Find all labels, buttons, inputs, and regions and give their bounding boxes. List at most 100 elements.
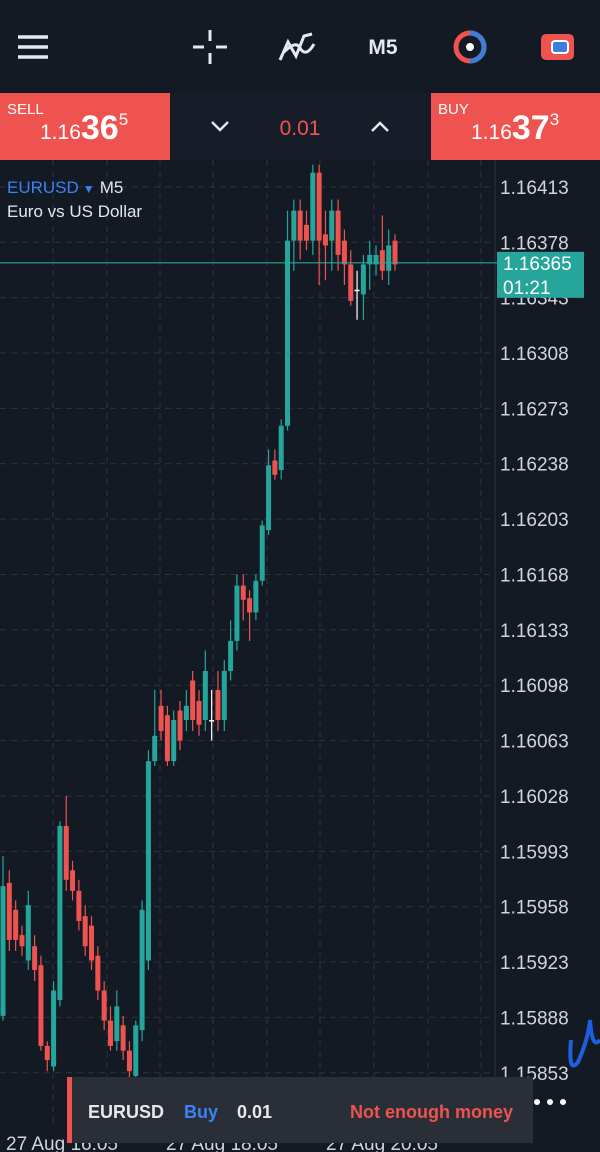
candle-body <box>171 720 177 762</box>
candle-body <box>386 245 392 271</box>
trade-toggle-icon[interactable] <box>541 34 574 60</box>
candle-body <box>266 465 272 531</box>
candle-body <box>367 254 373 265</box>
y-tick-label: 1.15993 <box>500 842 569 863</box>
current-price-box <box>497 251 584 298</box>
indicators-icon[interactable] <box>278 32 316 61</box>
candle-body <box>348 264 354 301</box>
symbol[interactable]: EURUSD <box>7 178 79 197</box>
candle-body <box>316 172 322 241</box>
chart-header: EURUSD ▼ M5 <box>7 178 123 197</box>
countdown-label: 01:21 <box>503 278 551 299</box>
buy-button[interactable] <box>431 93 600 160</box>
candle-body <box>114 1006 120 1042</box>
candle-body <box>297 210 303 241</box>
candle-body <box>240 585 246 600</box>
candle-body <box>126 1050 132 1072</box>
candle-body <box>63 826 69 880</box>
candle-body <box>322 234 328 246</box>
y-tick-label: 1.15888 <box>500 1008 569 1029</box>
toast: EURUSD Buy 0.01 Not enough money <box>67 1077 533 1143</box>
trade-panel: SELL 1.16365 0.01 BUY 1.16373 <box>0 93 600 160</box>
y-tick-label: 1.15958 <box>500 898 569 919</box>
sell-price: 1.16365 <box>40 109 128 147</box>
candle-body <box>120 1025 126 1051</box>
chart-timeframe: M5 <box>100 178 124 197</box>
buy-price-main: 37 <box>512 109 550 147</box>
candle-body <box>51 990 57 1067</box>
candle-body <box>139 909 145 1031</box>
candle-body <box>177 710 183 741</box>
candle-body <box>373 254 379 265</box>
candle-body <box>19 935 25 947</box>
sell-price-main: 36 <box>81 109 119 147</box>
candle-body <box>303 224 309 241</box>
toast-message: Not enough money <box>350 1102 513 1122</box>
candle-body <box>152 735 158 762</box>
candle-body <box>291 210 297 241</box>
candle-body <box>215 689 221 721</box>
candle-body <box>145 761 151 961</box>
candle-body <box>44 1045 50 1061</box>
toast-side: Buy <box>184 1102 218 1122</box>
current-price: 1.16365 01:21 <box>0 251 584 299</box>
candle-body <box>259 525 265 581</box>
crosshair-icon[interactable] <box>193 30 227 64</box>
volume-up[interactable] <box>371 121 389 132</box>
candle-body <box>285 240 291 426</box>
candles <box>0 164 398 1091</box>
candle-body <box>70 870 76 891</box>
symbol-dropdown[interactable]: ▼ <box>83 182 95 196</box>
y-tick-label: 1.16063 <box>500 732 569 753</box>
y-tick-label: 1.16308 <box>500 344 569 365</box>
candle-body <box>82 916 88 947</box>
sell-price-prefix: 1.16 <box>40 121 81 144</box>
menu-icon[interactable] <box>18 35 48 59</box>
candle-body <box>76 890 82 921</box>
candle-body <box>183 705 189 721</box>
candle-body <box>379 250 385 271</box>
more-menu[interactable] <box>534 1099 566 1105</box>
drawing-stroke <box>568 1019 600 1068</box>
buy-price: 1.16373 <box>471 109 559 147</box>
candle-body <box>38 965 44 1046</box>
candle-body <box>335 210 341 255</box>
candle-body <box>329 210 335 241</box>
candle-body <box>247 598 253 613</box>
top-bar: M5 <box>0 0 600 92</box>
candle-body <box>228 640 234 671</box>
candle-body <box>57 826 63 1001</box>
candle-body <box>234 585 240 641</box>
candle-body <box>0 886 6 1016</box>
y-tick-label: 1.15923 <box>500 953 569 974</box>
toast-volume: 0.01 <box>237 1102 272 1122</box>
timeframe-button[interactable]: M5 <box>368 36 397 59</box>
sell-button[interactable] <box>0 93 170 160</box>
candle-body <box>95 955 101 991</box>
toast-accent <box>67 1077 72 1143</box>
volume-value[interactable]: 0.01 <box>280 117 321 140</box>
buy-label: BUY <box>438 101 469 118</box>
y-tick-label: 1.16413 <box>500 178 569 199</box>
toast-bg <box>67 1077 533 1143</box>
candle-body <box>101 990 107 1021</box>
y-tick-label: 1.16028 <box>500 787 569 808</box>
buy-price-suffix: 3 <box>550 110 559 129</box>
candle-body <box>360 264 366 295</box>
volume-down[interactable] <box>211 121 229 132</box>
candle-body <box>89 925 95 961</box>
candle-body <box>202 670 208 721</box>
buy-price-prefix: 1.16 <box>471 121 512 144</box>
candle-body <box>190 680 196 721</box>
candle-body <box>107 1020 113 1046</box>
y-tick-label: 1.16098 <box>500 676 569 697</box>
candle-body <box>209 720 215 722</box>
toast-symbol: EURUSD <box>88 1102 164 1122</box>
y-tick-label: 1.16203 <box>500 510 569 531</box>
candle-body <box>272 460 278 475</box>
candle-body <box>310 172 316 241</box>
clock-icon[interactable] <box>453 30 487 64</box>
sell-price-suffix: 5 <box>119 110 128 129</box>
